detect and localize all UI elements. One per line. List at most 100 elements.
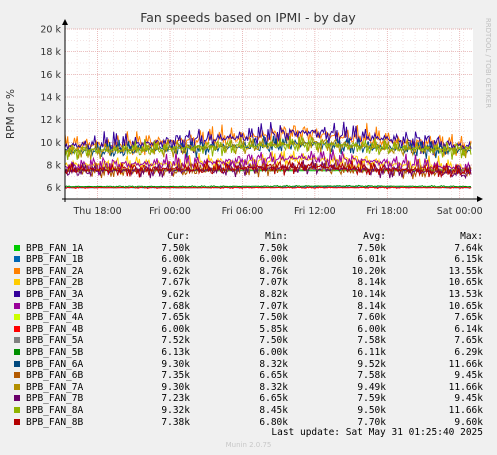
legend-series-name: BPB_FAN_2B <box>26 277 84 289</box>
legend-row: BPB_FAN_7B 7.23k 6.65k 7.59k 9.45k <box>0 393 497 405</box>
series-line <box>64 159 472 179</box>
legend-max-value: 9.45k <box>454 393 483 405</box>
legend-row: BPB_FAN_4A 7.65k 7.50k 7.60k 7.65k <box>0 312 497 324</box>
legend-row: BPB_FAN_2B 7.67k 7.07k 8.14k 10.65k <box>0 277 497 289</box>
legend-max-value: 11.66k <box>448 404 483 416</box>
legend-min-value: 8.76k <box>259 265 288 277</box>
legend-min-value: 6.00k <box>259 254 288 266</box>
legend-series-name: BPB_FAN_1B <box>26 254 84 266</box>
legend-avg-value: 7.58k <box>357 335 386 347</box>
legend-cur-value: 7.52k <box>161 335 190 347</box>
legend-swatch <box>14 325 20 332</box>
y-tick-label: 8 k <box>46 161 61 172</box>
legend-series-name: BPB_FAN_8A <box>26 404 84 416</box>
legend-avg-value: 10.20k <box>351 265 386 277</box>
legend-max-value: 9.60k <box>454 416 483 428</box>
legend-series-name: BPB_FAN_4B <box>26 323 84 335</box>
x-tick-label: Fri 18:00 <box>366 206 408 217</box>
legend-avg-value: 7.60k <box>357 312 386 324</box>
legend-max-value: 10.65k <box>448 277 483 289</box>
legend-cur-value: 7.50k <box>161 242 190 254</box>
y-tick-label: 20 k <box>40 25 61 36</box>
legend-row: BPB_FAN_8B 7.38k 6.80k 7.70k 9.60k <box>0 417 497 429</box>
legend-row: BPB_FAN_3A 9.62k 8.82k 10.14k 13.53k <box>0 289 497 301</box>
legend-cur-value: 6.13k <box>161 346 190 358</box>
legend-series-name: BPB_FAN_5A <box>26 335 84 347</box>
legend-cur-value: 7.35k <box>161 370 190 382</box>
legend-row: BPB_FAN_7A 9.30k 8.32k 9.49k 11.66k <box>0 382 497 394</box>
legend-cur-value: 9.62k <box>161 265 190 277</box>
legend-min-value: 6.65k <box>259 393 288 405</box>
legend-cur-value: 9.30k <box>161 381 190 393</box>
series-line <box>64 184 472 189</box>
legend-avg-value: 8.14k <box>357 277 386 289</box>
legend-header-min: Min: <box>265 231 288 242</box>
legend: Cur: Min: Avg: Max: BPB_FAN_1A 7.50k 7.50k… <box>0 231 497 428</box>
legend-swatch <box>14 314 20 321</box>
x-tick-label: Sat 00:00 <box>437 206 483 217</box>
legend-max-value: 11.66k <box>448 358 483 370</box>
legend-header-max: Max: <box>460 231 483 242</box>
legend-swatch <box>14 256 20 263</box>
legend-avg-value: 8.14k <box>357 300 386 312</box>
legend-swatch <box>14 372 20 379</box>
legend-swatch <box>14 337 20 344</box>
legend-max-value: 13.55k <box>448 265 483 277</box>
legend-cur-value: 7.23k <box>161 393 190 405</box>
legend-min-value: 6.80k <box>259 416 288 428</box>
legend-max-value: 11.66k <box>448 381 483 393</box>
legend-swatch <box>14 360 20 367</box>
legend-min-value: 8.45k <box>259 404 288 416</box>
last-update: Last update: Sat May 31 01:25:40 2025 <box>271 427 483 438</box>
legend-row: BPB_FAN_1B 6.00k 6.00k 6.01k 6.15k <box>0 254 497 266</box>
legend-cur-value: 9.30k <box>161 358 190 370</box>
x-tick-label: Fri 06:00 <box>222 206 264 217</box>
munin-credit: Munin 2.0.75 <box>225 441 272 449</box>
legend-series-name: BPB_FAN_6B <box>26 370 84 382</box>
legend-min-value: 8.82k <box>259 288 288 300</box>
legend-min-value: 7.50k <box>259 335 288 347</box>
y-tick-label: 6 k <box>46 183 61 194</box>
legend-series-name: BPB_FAN_1A <box>26 242 84 254</box>
legend-max-value: 7.64k <box>454 242 483 254</box>
legend-avg-value: 7.70k <box>357 416 386 428</box>
legend-cur-value: 7.67k <box>161 277 190 289</box>
legend-row: BPB_FAN_5B 6.13k 6.00k 6.11k 6.29k <box>0 347 497 359</box>
legend-row: BPB_FAN_6B 7.35k 6.65k 7.58k 9.45k <box>0 370 497 382</box>
legend-row: BPB_FAN_6A 9.30k 8.32k 9.52k 11.66k <box>0 359 497 371</box>
legend-header-cur: Cur: <box>167 231 190 242</box>
legend-min-value: 5.85k <box>259 323 288 335</box>
legend-avg-value: 7.59k <box>357 393 386 405</box>
legend-max-value: 6.29k <box>454 346 483 358</box>
series-line <box>64 123 472 157</box>
legend-max-value: 9.45k <box>454 370 483 382</box>
series-lines <box>64 121 472 190</box>
legend-min-value: 8.32k <box>259 381 288 393</box>
y-axis-label: RPM or % <box>5 89 17 139</box>
legend-min-value: 7.07k <box>259 277 288 289</box>
legend-avg-value: 9.50k <box>357 404 386 416</box>
series-line <box>64 137 472 160</box>
legend-avg-value: 7.50k <box>357 242 386 254</box>
legend-series-name: BPB_FAN_5B <box>26 346 84 358</box>
legend-row: BPB_FAN_2A 9.62k 8.76k 10.20k 13.55k <box>0 266 497 278</box>
series-line <box>64 135 472 159</box>
legend-series-name: BPB_FAN_7B <box>26 393 84 405</box>
chart-title: Fan speeds based on IPMI - by day <box>140 10 356 25</box>
legend-cur-value: 6.00k <box>161 323 190 335</box>
legend-swatch <box>14 302 20 309</box>
legend-avg-value: 6.01k <box>357 254 386 266</box>
legend-avg-value: 6.11k <box>357 346 386 358</box>
x-tick-label: Fri 00:00 <box>149 206 191 217</box>
legend-swatch <box>14 290 20 297</box>
legend-min-value: 7.50k <box>259 242 288 254</box>
axes: 6 k 8 k 10 k 12 k 14 k 16 k 18 k 20 k Thu 18:00 F… <box>40 19 483 217</box>
legend-series-name: BPB_FAN_7A <box>26 381 84 393</box>
series-line <box>64 186 472 190</box>
legend-series-name: BPB_FAN_8B <box>26 416 84 428</box>
series-line <box>64 159 472 180</box>
y-tick-label: 12 k <box>40 115 61 126</box>
legend-row: BPB_FAN_1A 7.50k 7.50k 7.50k 7.64k <box>0 243 497 255</box>
legend-cur-value: 9.32k <box>161 404 190 416</box>
